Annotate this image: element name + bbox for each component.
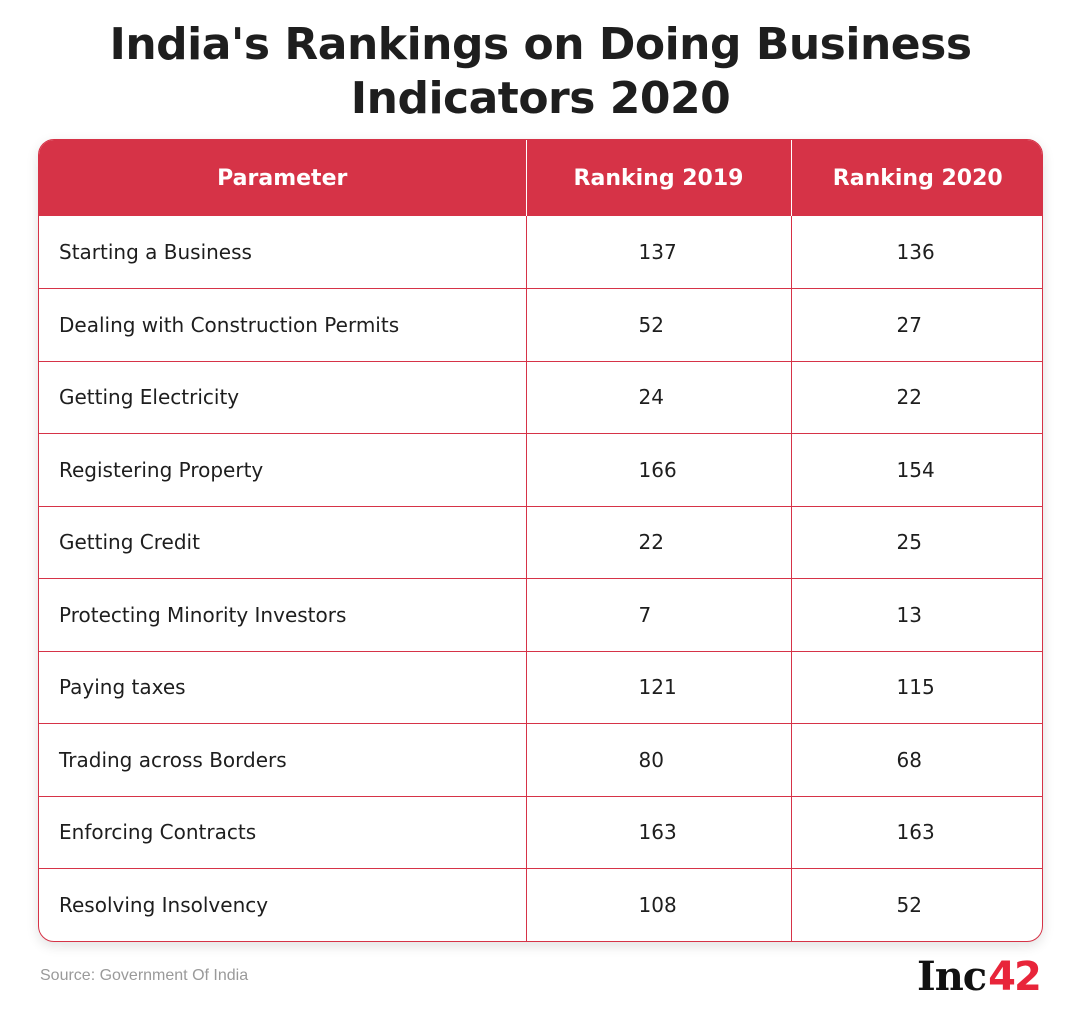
- parameter-cell: Starting a Business: [59, 240, 252, 264]
- chart-title: India's Rankings on Doing Business Indic…: [109, 19, 972, 124]
- ranking-2019-cell: 52: [525, 288, 791, 361]
- table-row: Getting Credit 22 25: [39, 505, 1042, 579]
- table-row: Getting Electricity 24 22: [39, 360, 1042, 434]
- ranking-2019-cell: 7: [525, 578, 791, 651]
- ranking-2019-cell: 22: [525, 505, 791, 579]
- ranking-2019-cell: 108: [525, 868, 791, 941]
- ranking-2020-cell: 115: [790, 650, 1042, 724]
- ranking-2020-cell: 27: [790, 288, 1042, 361]
- ranking-2020-cell: 22: [790, 360, 1042, 434]
- ranking-2020-cell: 25: [790, 505, 1042, 579]
- ranking-2020-cell: 154: [790, 433, 1042, 506]
- table-row: Enforcing Contracts 163 163: [39, 795, 1042, 869]
- ranking-2019-cell: 24: [525, 360, 791, 434]
- ranking-2019-cell: 121: [525, 650, 791, 724]
- ranking-2019-cell: 166: [525, 433, 791, 506]
- ranking-2019-cell: 163: [525, 795, 791, 869]
- table-row: Trading across Borders 80 68: [39, 723, 1042, 796]
- column-header-parameter: Parameter: [39, 140, 526, 216]
- ranking-2020-cell: 68: [790, 723, 1042, 796]
- column-header-ranking-2020: Ranking 2020: [790, 140, 1042, 216]
- source-note: Source: Government Of India: [40, 967, 249, 984]
- table-header-row: Parameter Ranking 2019 Ranking 2020: [39, 140, 1042, 216]
- parameter-cell: Trading across Borders: [39, 723, 526, 796]
- column-header-ranking-2019: Ranking 2019: [525, 140, 791, 216]
- parameter-cell: Enforcing Contracts: [39, 795, 526, 869]
- rankings-table: Parameter Ranking 2019 Ranking 2020 Star…: [39, 140, 1042, 941]
- parameter-cell: Getting Electricity: [39, 360, 526, 434]
- ranking-2020-cell: 13: [790, 578, 1042, 651]
- ranking-2019-cell: 80: [525, 723, 791, 796]
- ranking-2020-cell: 163: [790, 795, 1042, 869]
- ranking-2020-cell: 52: [790, 868, 1042, 941]
- logo-text: Inc: [917, 953, 987, 1000]
- table-row: Protecting Minority Investors 7 13: [39, 578, 1042, 651]
- rankings-table-container: Parameter Ranking 2019 Ranking 2020 Star…: [38, 139, 1043, 942]
- table-row: Starting a Business 137 136: [39, 216, 1042, 289]
- table-row: Dealing with Construction Permits 52 27: [39, 288, 1042, 361]
- table-row: Paying taxes 121 115: [39, 650, 1042, 724]
- logo-number: 42: [988, 954, 1042, 1000]
- parameter-cell: Dealing with Construction Permits: [39, 288, 526, 361]
- table-row: Registering Property 166 154: [39, 433, 1042, 506]
- parameter-cell: Paying taxes: [39, 650, 526, 724]
- parameter-cell: Protecting Minority Investors: [39, 578, 526, 651]
- ranking-2020-cell: 136: [790, 216, 1042, 289]
- parameter-cell: Getting Credit: [39, 505, 526, 579]
- parameter-cell: Resolving Insolvency: [39, 868, 526, 941]
- parameter-cell: Registering Property: [39, 433, 526, 506]
- inc42-logo: Inc 42: [917, 953, 1042, 1001]
- table-row: Resolving Insolvency 108 52: [39, 868, 1042, 941]
- ranking-2019-cell: 137: [525, 216, 791, 289]
